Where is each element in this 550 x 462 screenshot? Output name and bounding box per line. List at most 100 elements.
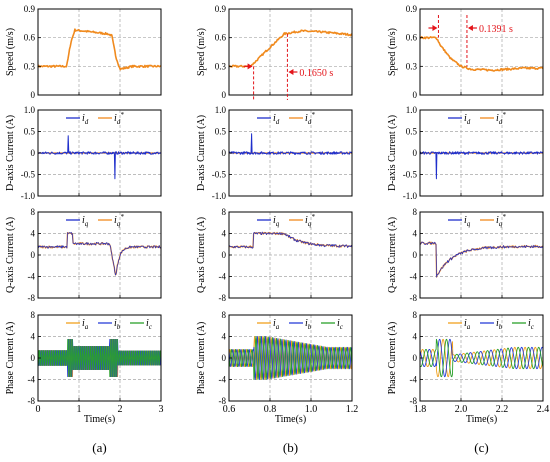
legend-entry: ic [146,318,153,331]
legend: ia ib ic [66,318,153,331]
y-axis-label: D-axis Current (A) [387,115,398,191]
y-tick-label: 8 [413,310,418,320]
annotation-label: 0.1650 s [299,68,333,79]
subplot-r1-c2: 0 0.3 0.6 0.9 Speed (m/s) 0.1650 s [196,4,353,100]
plot-lines [419,338,544,378]
y-tick-label: 0.5 [406,127,418,137]
x-axis-label: Time(s) [84,414,115,425]
y-tick-label: -0.5 [212,170,227,180]
y-axis-label: Q-axis Current (A) [5,217,16,293]
y-tick-label: -4 [28,375,36,385]
y-tick-label: 0.9 [406,4,418,14]
y-axis-label: Q-axis Current (A) [387,217,398,293]
ib-line [228,336,353,380]
x-tick-label: 0.6 [223,404,236,415]
y-tick-label: -8 [410,396,418,406]
y-tick-label: 0.9 [215,4,227,14]
ib-line [419,338,544,378]
y-tick-label: -8 [219,396,227,406]
legend-entry: iq* [305,213,315,228]
iq-line [419,241,544,278]
y-tick-label: 0.3 [24,61,36,71]
ia-line [419,338,544,378]
legend-entry: ib [496,318,503,331]
ib-line [37,338,162,378]
x-tick-label: 1 [77,404,82,415]
legend-entry: ic [528,318,535,331]
plot-lines [37,135,162,180]
y-tick-label: 0 [413,90,418,100]
legend: iq iq* [66,213,124,228]
axes-frame [228,8,353,96]
legend-entry: iq* [496,213,506,228]
y-tick-label: 0 [222,90,227,100]
x-axis-label: Time(s) [466,414,497,425]
iq-ref-line [37,232,162,276]
annotation: 0.1391 s [428,15,513,67]
legend: ia ib ic [257,318,344,331]
y-axis-label: Speed (m/s) [5,28,16,76]
y-tick-label: 0 [222,148,227,158]
legend-entry: ib [114,318,121,331]
arrow-head [247,63,253,70]
subplot-r4-c2: 0.6 0.8 1.0 1.2 -8 -4 0 4 8 Phase Current (A) Time… [196,310,358,425]
plot-lines [37,338,162,378]
x-tick-label: 1.2 [346,404,359,415]
subplot-r4-c3: 1.8 2.0 2.2 2.4 -8 -4 0 4 8 Phase Current (A) Time… [387,310,549,425]
y-tick-label: 0.6 [24,33,36,43]
x-tick-label: 3 [159,404,164,415]
y-tick-label: -8 [28,293,36,303]
subplot-r1-c3: 0 0.3 0.6 0.9 Speed (m/s) 0.1391 s [387,4,544,100]
legend-entry: id* [496,111,506,126]
y-tick-label: 0.6 [406,33,418,43]
id-line [37,135,162,180]
y-tick-label: 8 [31,310,36,320]
y-tick-label: 0.3 [215,61,227,71]
subplot-r2-c1: -1.0 -0.5 0 0.5 1.0 D-axis Current (A) id id* [5,105,162,201]
legend-entry: iq [273,215,280,228]
plot-lines [419,35,544,72]
y-tick-label: 4 [222,229,227,239]
plot-lines [37,231,162,276]
plot-lines [37,28,162,71]
annotation-label: 0.1391 s [479,24,513,35]
subplot-r3-c1: -8 -4 0 4 8 Q-axis Current (A) iq iq* [5,207,162,303]
y-tick-label: 0.5 [24,127,36,137]
y-axis-label: Speed (m/s) [387,28,398,76]
legend: iq iq* [448,213,506,228]
legend-entry: id [82,113,89,126]
plot-lines [228,231,353,249]
y-axis-label: D-axis Current (A) [5,115,16,191]
y-tick-label: -0.5 [403,170,418,180]
y-tick-label: -1.0 [21,191,36,201]
y-axis-label: D-axis Current (A) [196,115,207,191]
ic-line [37,338,162,378]
caption-2: (b) [283,440,298,455]
y-tick-label: 8 [31,207,36,217]
legend: id id* [66,111,124,126]
caption-1: (a) [92,440,106,455]
plot-lines [228,133,353,155]
y-tick-label: 1.0 [215,105,227,115]
x-tick-label: 1.8 [414,404,427,415]
x-tick-label: 0 [36,404,41,415]
y-tick-label: -4 [219,375,227,385]
y-tick-label: 8 [222,207,227,217]
y-tick-label: 0.9 [24,4,36,14]
legend: ia ib ic [448,318,535,331]
axes-frame [419,8,544,96]
speed-line [37,28,162,71]
y-tick-label: 0 [413,353,418,363]
caption-3: (c) [474,440,488,455]
y-tick-label: -4 [410,375,418,385]
legend-entry: id* [114,111,124,126]
id-line [419,151,544,180]
legend-entry: iq [464,215,471,228]
y-axis-label: Speed (m/s) [196,28,207,76]
y-tick-label: 4 [31,332,36,342]
y-tick-label: 0 [31,90,36,100]
y-tick-label: -1.0 [403,191,418,201]
ic-line [228,336,353,380]
